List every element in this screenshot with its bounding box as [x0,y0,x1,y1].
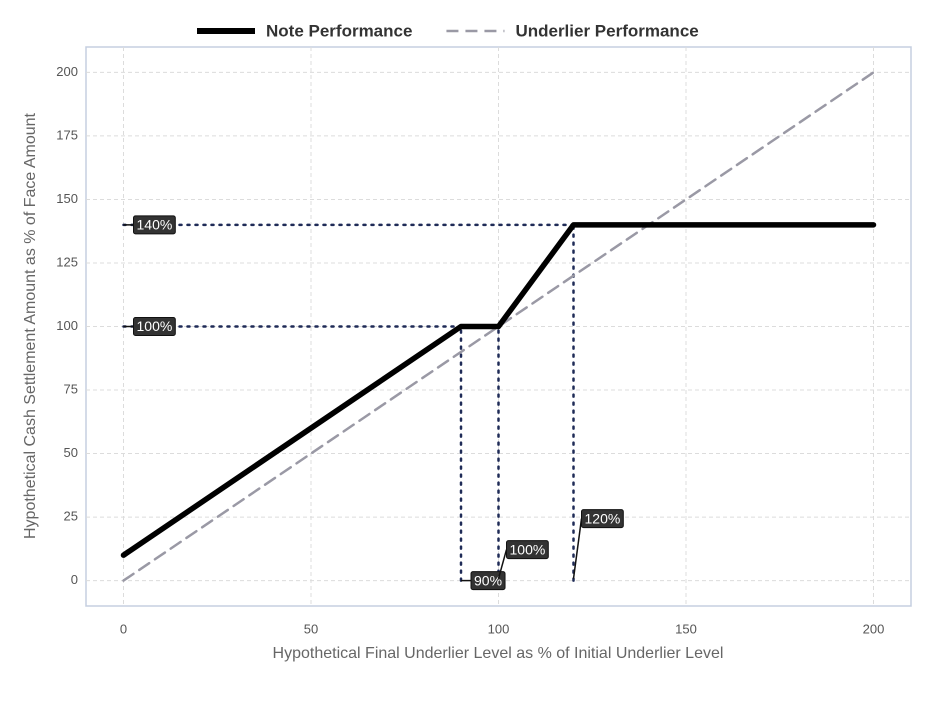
annotation-connector [572,518,583,579]
annotation-label: 90% [470,571,506,591]
y-tick-label: 50 [64,445,78,460]
annotation-label: 100% [133,317,176,336]
x-axis-title: Hypothetical Final Underlier Level as % … [273,645,724,662]
series-line [120,222,877,558]
annotation-text: 90% [474,572,502,588]
y-tick-label: 75 [64,381,78,396]
y-tick-label: 100 [56,318,78,333]
annotation-box [133,215,176,235]
x-tick-label: 0 [120,621,127,636]
y-tick-label: 200 [56,64,78,79]
x-tick-label: 100 [488,621,510,636]
annotation-box [581,509,624,529]
series-line [122,71,875,582]
x-tick-label: 200 [863,621,885,636]
y-axis-title: Hypothetical Cash Settlement Amount as %… [22,112,39,539]
annotation-text: 120% [585,510,621,526]
annotation-box [506,540,549,560]
annotation-text: 100% [510,541,546,557]
annotation-text: 100% [137,318,173,334]
annotation-label: 140% [133,215,176,235]
annotation-box [470,571,506,591]
legend-label: Underlier Performance [515,21,698,40]
x-tick-label: 150 [675,621,697,636]
annotation-connector [497,549,508,579]
y-tick-label: 125 [56,254,78,269]
legend-label: Note Performance [266,21,412,40]
x-tick-label: 50 [304,621,318,636]
annotation-label: 120% [581,509,624,529]
y-tick-label: 150 [56,191,78,206]
annotation-label: 100% [506,540,549,560]
y-tick-label: 175 [56,127,78,142]
y-tick-label: 0 [71,572,78,587]
annotation-box [133,317,176,336]
annotation-text: 140% [137,217,173,233]
y-tick-label: 25 [64,509,78,524]
